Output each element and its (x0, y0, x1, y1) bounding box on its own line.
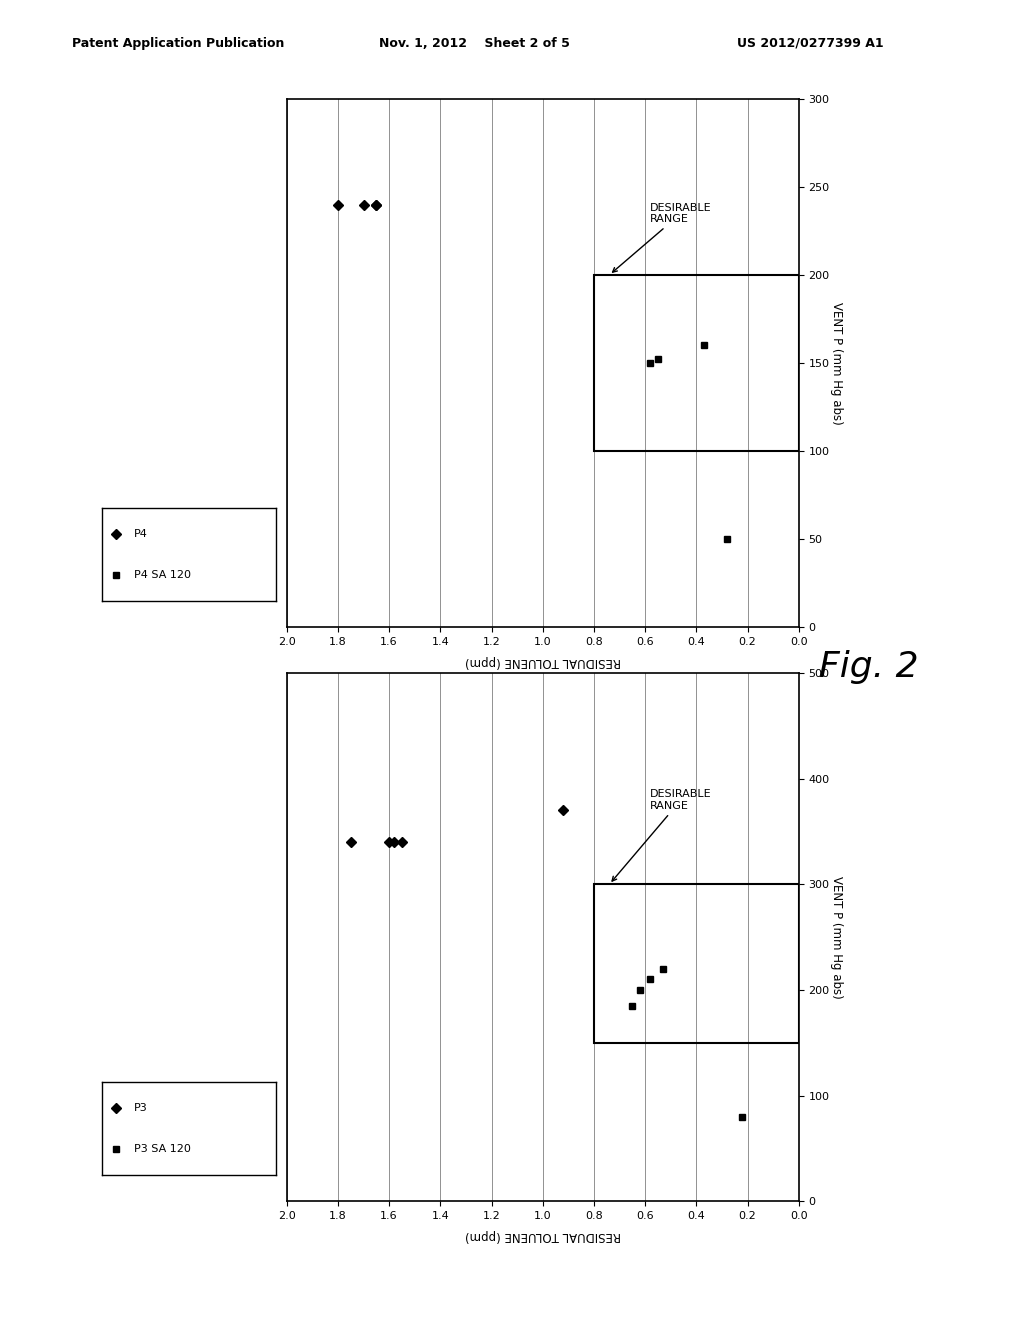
Text: P3: P3 (134, 1104, 147, 1113)
X-axis label: RESIDUAL TOLUENE (ppm): RESIDUAL TOLUENE (ppm) (465, 1229, 621, 1242)
Y-axis label: VENT P (mm Hg abs): VENT P (mm Hg abs) (830, 876, 844, 998)
Text: US 2012/0277399 A1: US 2012/0277399 A1 (737, 37, 884, 50)
Bar (594, 275, 799, 451)
Text: DESIRABLE
RANGE: DESIRABLE RANGE (612, 202, 712, 272)
Text: Fig. 2: Fig. 2 (819, 649, 919, 684)
Text: P4 SA 120: P4 SA 120 (134, 570, 190, 579)
Text: DESIRABLE
RANGE: DESIRABLE RANGE (612, 789, 712, 880)
Text: P4: P4 (134, 529, 147, 539)
Text: P3 SA 120: P3 SA 120 (134, 1144, 190, 1154)
Text: Patent Application Publication: Patent Application Publication (72, 37, 284, 50)
Bar (594, 884, 799, 1043)
X-axis label: RESIDUAL TOLUENE (ppm): RESIDUAL TOLUENE (ppm) (465, 655, 621, 668)
Y-axis label: VENT P (mm Hg abs): VENT P (mm Hg abs) (830, 302, 844, 424)
Text: Nov. 1, 2012    Sheet 2 of 5: Nov. 1, 2012 Sheet 2 of 5 (379, 37, 569, 50)
